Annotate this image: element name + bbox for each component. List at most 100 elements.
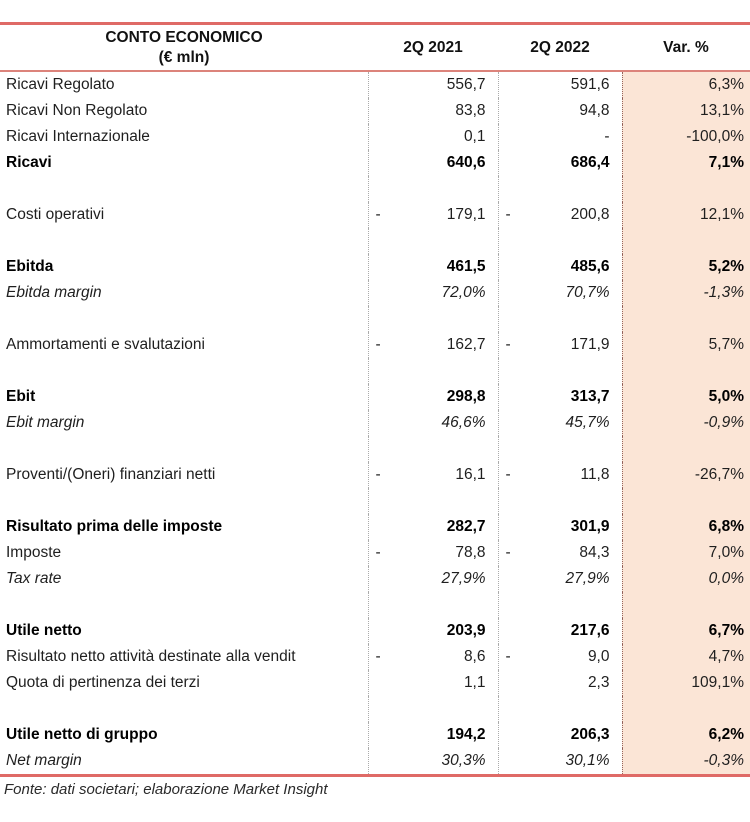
cell-var: 4,7%	[621, 644, 750, 670]
table-row: Ammortamenti e svalutazioni - 162,7 - 171,9 5…	[0, 332, 750, 358]
cell-q2: - 84,3	[497, 540, 622, 566]
row-label: Costi operativi	[6, 206, 105, 223]
table-body: Ricavi Regolato 556,7 591,6 6,3% Ricavi Non …	[0, 71, 750, 776]
table-row: Ricavi 640,6 686,4 7,1%	[0, 150, 750, 176]
table-row: Tax rate 27,9% 27,9% 0,0%	[0, 566, 750, 592]
row-label: Proventi/(Oneri) finanziari netti	[6, 466, 216, 483]
table-title-line1: CONTO ECONOMICO	[105, 28, 263, 46]
row-label: Ebit	[6, 388, 36, 405]
spacer-row	[0, 696, 750, 722]
cell-q2	[497, 176, 622, 202]
cell-var: 5,2%	[621, 254, 750, 280]
cell-q1: 83,8	[367, 98, 498, 124]
cell-var	[621, 592, 750, 618]
row-label: Imposte	[6, 544, 62, 561]
row-label	[0, 358, 368, 384]
cell-value: 282,7	[446, 518, 486, 535]
cell-value: 206,3	[570, 726, 610, 743]
cell-value: 194,2	[446, 726, 486, 743]
cell-value: 11,8	[580, 466, 610, 483]
row-label: Utile netto	[6, 622, 82, 639]
cell-q1: 203,9	[367, 618, 498, 644]
cell-q2: 70,7%	[497, 280, 622, 306]
cell-q1	[367, 228, 498, 254]
negative-sign: -	[375, 648, 381, 665]
negative-sign: -	[375, 544, 381, 561]
cell-q2	[497, 696, 622, 722]
table-row: Ricavi Regolato 556,7 591,6 6,3%	[0, 71, 750, 98]
table-row: Utile netto 203,9 217,6 6,7%	[0, 618, 750, 644]
column-header-2q2021: 2Q 2021	[368, 23, 498, 72]
row-label: Tax rate	[6, 570, 62, 587]
row-label: Ricavi Non Regolato	[6, 102, 148, 119]
spacer-row	[0, 306, 750, 332]
source-note: Fonte: dati societari; elaborazione Mark…	[4, 781, 328, 798]
cell-q1: - 162,7	[367, 332, 498, 358]
cell-q1: 1,1	[367, 670, 498, 696]
negative-sign: -	[505, 544, 511, 561]
cell-value: 1,1	[463, 674, 486, 691]
cell-q2	[497, 228, 622, 254]
cell-value: 0,1	[463, 128, 486, 145]
cell-var	[621, 488, 750, 514]
cell-value: 94,8	[579, 102, 610, 119]
cell-q1: 461,5	[367, 254, 498, 280]
cell-q2: - 9,0	[497, 644, 622, 670]
spacer-row	[0, 176, 750, 202]
cell-q2: 27,9%	[497, 566, 622, 592]
cell-q2: - 200,8	[497, 202, 622, 228]
cell-q2: 485,6	[497, 254, 622, 280]
cell-q2: 686,4	[497, 150, 622, 176]
cell-q1: 46,6%	[367, 410, 498, 436]
cell-q1	[367, 358, 498, 384]
cell-q1: 72,0%	[367, 280, 498, 306]
row-label	[0, 696, 368, 722]
spacer-row	[0, 358, 750, 384]
cell-value: 686,4	[570, 154, 610, 171]
cell-q2: 301,9	[497, 514, 622, 540]
cell-value: 72,0%	[441, 284, 486, 301]
row-label: Utile netto di gruppo	[6, 726, 158, 743]
table-header: CONTO ECONOMICO (€ mln) 2Q 2021 2Q 2022 …	[0, 23, 750, 72]
cell-value: 200,8	[570, 206, 610, 223]
cell-q1: 194,2	[367, 722, 498, 748]
cell-var	[621, 306, 750, 332]
cell-var	[621, 358, 750, 384]
cell-value: 301,9	[570, 518, 610, 535]
cell-q1: - 16,1	[367, 462, 498, 488]
row-label	[0, 488, 368, 514]
cell-q1: 282,7	[367, 514, 498, 540]
cell-value: 313,7	[570, 388, 610, 405]
cell-value: 30,3%	[441, 752, 486, 769]
cell-var: -26,7%	[621, 462, 750, 488]
table-row: Ricavi Non Regolato 83,8 94,8 13,1%	[0, 98, 750, 124]
cell-q1	[367, 488, 498, 514]
cell-q1: - 78,8	[367, 540, 498, 566]
cell-var	[621, 228, 750, 254]
cell-value: 84,3	[579, 544, 610, 561]
row-label: Ebit margin	[6, 414, 85, 431]
cell-value: 16,1	[455, 466, 486, 483]
column-header-2q2022: 2Q 2022	[498, 23, 622, 72]
cell-value: 27,9%	[565, 570, 610, 587]
cell-value: 640,6	[446, 154, 486, 171]
negative-sign: -	[375, 466, 381, 483]
cell-value: 171,9	[570, 336, 610, 353]
negative-sign: -	[375, 206, 381, 223]
cell-var: 6,3%	[621, 71, 750, 98]
row-label	[0, 228, 368, 254]
cell-q1: - 8,6	[367, 644, 498, 670]
cell-value: 27,9%	[441, 570, 486, 587]
cell-var: 7,1%	[621, 150, 750, 176]
cell-var: 13,1%	[621, 98, 750, 124]
cell-q2: - 171,9	[497, 332, 622, 358]
negative-sign: -	[505, 336, 511, 353]
cell-var: -0,3%	[621, 748, 750, 776]
cell-var: 5,7%	[621, 332, 750, 358]
cell-q1: - 179,1	[367, 202, 498, 228]
table-row: Ricavi Internazionale 0,1 - -100,0%	[0, 124, 750, 150]
negative-sign: -	[375, 336, 381, 353]
cell-value: 45,7%	[565, 414, 610, 431]
cell-var: 6,7%	[621, 618, 750, 644]
cell-var	[621, 176, 750, 202]
